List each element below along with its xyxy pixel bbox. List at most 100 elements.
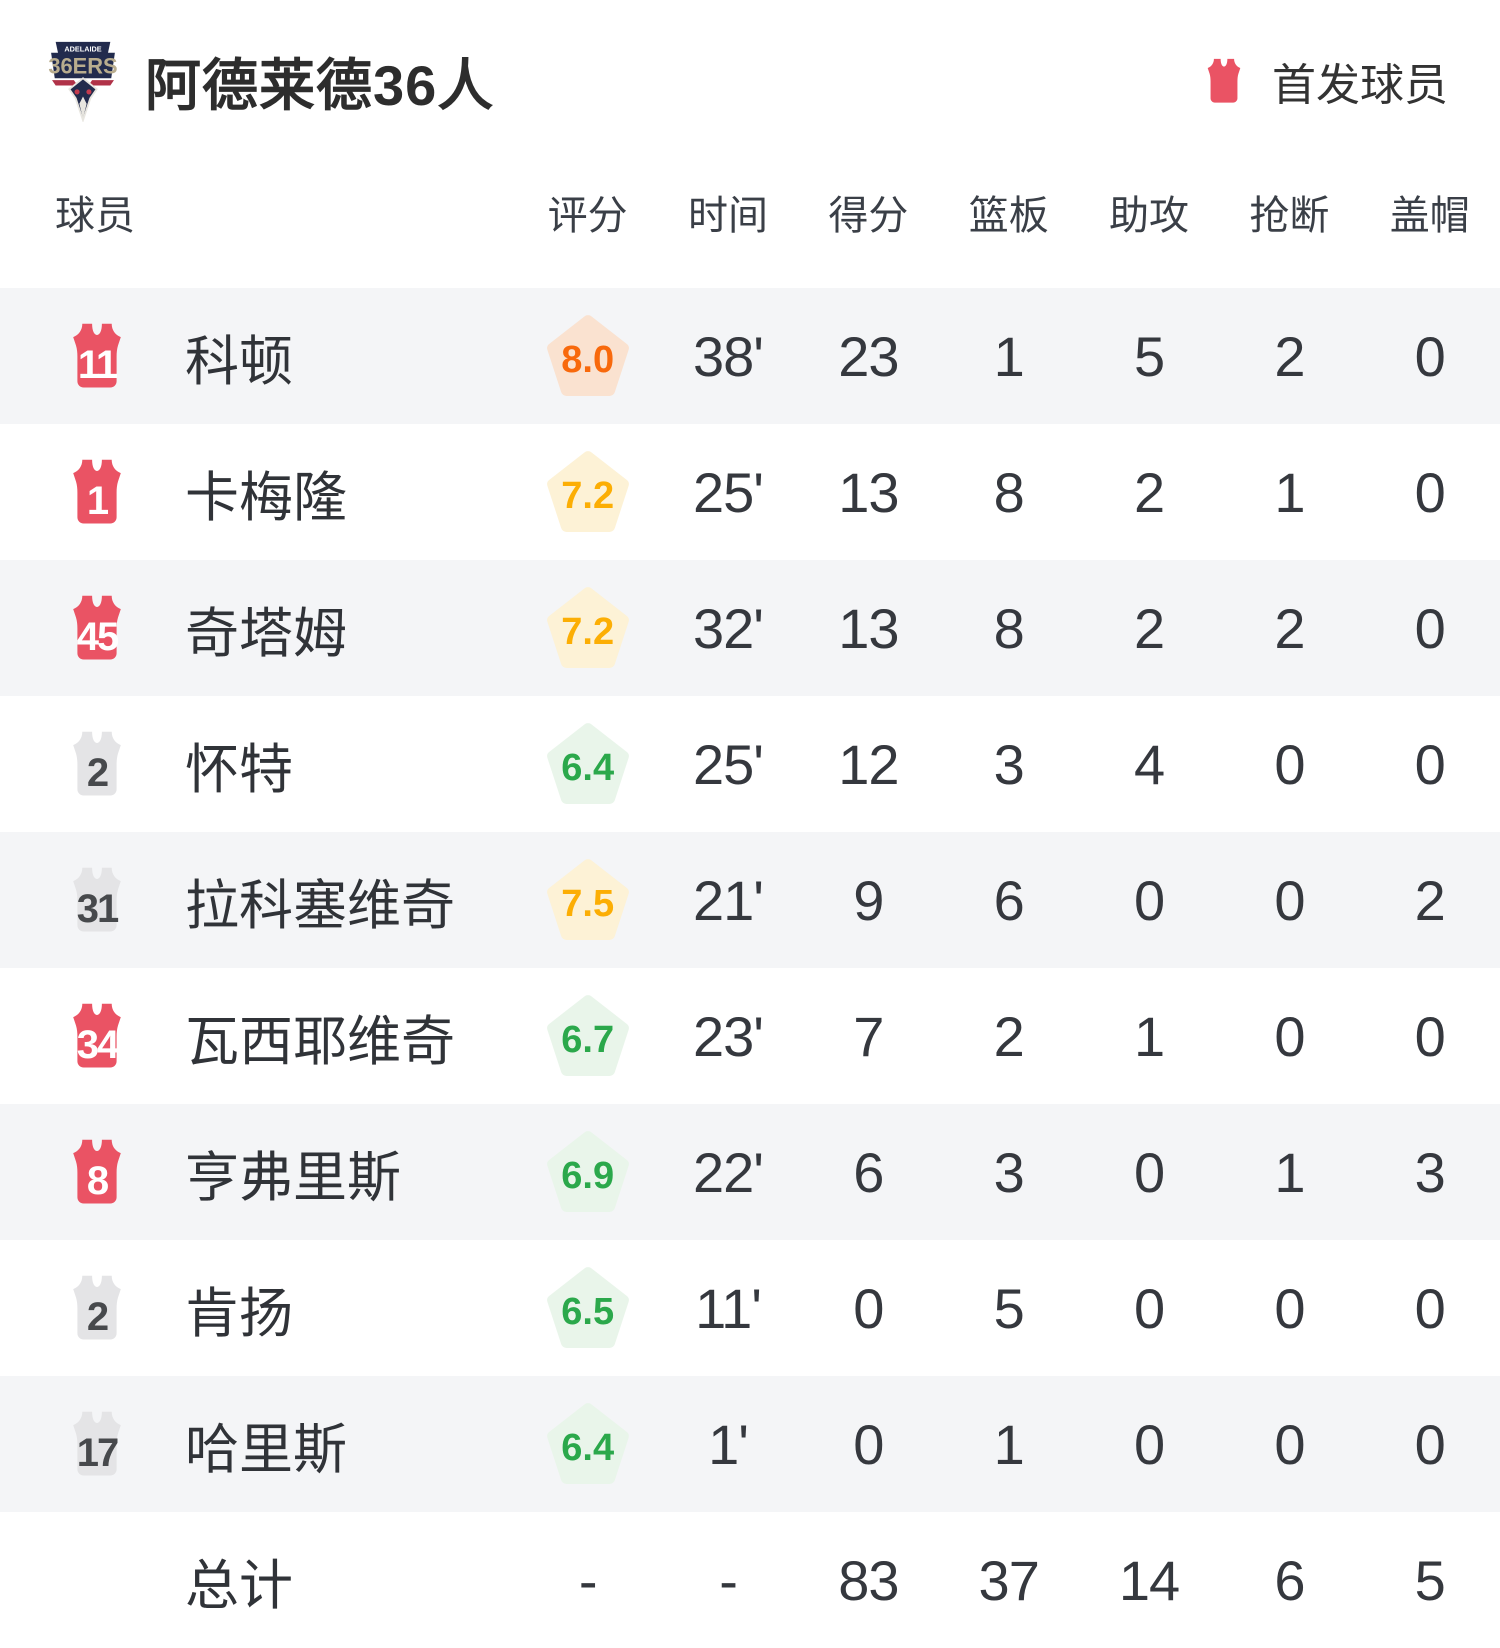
stat-time: 25' bbox=[693, 460, 764, 524]
player-name: 奇塔姆 bbox=[185, 603, 347, 664]
stat-points: 6 bbox=[853, 1140, 884, 1204]
player-row[interactable]: 2 肯扬 6.5 11' 0 5 0 0 0 bbox=[0, 1240, 1500, 1376]
rating-value: 6.5 bbox=[561, 1291, 615, 1333]
jersey-icon: 2 bbox=[62, 1271, 132, 1345]
col-header-rating: 评分 bbox=[547, 194, 628, 238]
jersey-icon: 45 bbox=[62, 591, 132, 665]
jersey-number: 45 bbox=[76, 615, 120, 659]
jersey-icon: 34 bbox=[62, 999, 132, 1073]
stat-assists: 2 bbox=[1133, 596, 1165, 660]
stat-time: 38' bbox=[693, 324, 764, 388]
stat-steals: 0 bbox=[1274, 1276, 1305, 1340]
rating-value: 8.0 bbox=[561, 339, 615, 381]
jersey-number: 2 bbox=[86, 751, 109, 795]
player-row[interactable]: 31 拉科塞维奇 7.5 21' 9 6 0 0 2 bbox=[0, 832, 1500, 968]
player-name: 拉科塞维奇 bbox=[185, 875, 455, 936]
jersey-number: 17 bbox=[76, 1431, 120, 1475]
total-label: 总计 bbox=[185, 1555, 293, 1616]
stat-steals: 2 bbox=[1274, 324, 1305, 388]
player-name: 瓦西耶维奇 bbox=[185, 1011, 455, 1072]
stat-assists: 0 bbox=[1133, 868, 1165, 932]
rating-value: 7.2 bbox=[561, 475, 615, 517]
stat-time: 25' bbox=[693, 732, 764, 796]
stat-points: 0 bbox=[853, 1412, 884, 1476]
jersey-number: 34 bbox=[76, 1023, 120, 1067]
player-row[interactable]: 34 瓦西耶维奇 6.7 23' 7 2 1 0 0 bbox=[0, 968, 1500, 1104]
stat-steals: 0 bbox=[1274, 868, 1305, 932]
stat-points: 23 bbox=[838, 324, 899, 388]
starter-legend: 首发球员 bbox=[1200, 49, 1448, 113]
stat-assists: 0 bbox=[1133, 1276, 1165, 1340]
stat-blocks: 0 bbox=[1414, 1004, 1446, 1068]
rating-value: 7.5 bbox=[561, 883, 615, 925]
rating-badge: 7.2 bbox=[545, 447, 631, 537]
stat-time: 32' bbox=[693, 596, 764, 660]
player-name: 卡梅隆 bbox=[185, 467, 347, 528]
jersey-number: 11 bbox=[77, 343, 118, 387]
stat-blocks: 0 bbox=[1414, 324, 1446, 388]
stat-assists: 2 bbox=[1133, 460, 1165, 524]
stat-steals: 2 bbox=[1274, 596, 1305, 660]
col-header-rebounds: 篮板 bbox=[968, 194, 1049, 238]
total-row: 总计 - - 83 37 14 6 5 bbox=[0, 1512, 1500, 1648]
jersey-icon: 31 bbox=[62, 863, 132, 937]
stat-rebounds: 6 bbox=[993, 868, 1025, 932]
total-points: 83 bbox=[838, 1548, 899, 1612]
player-row[interactable]: 11 科顿 8.0 38' 23 1 5 2 0 bbox=[0, 288, 1500, 424]
stat-points: 7 bbox=[853, 1004, 884, 1068]
rating-badge: 6.4 bbox=[545, 719, 631, 809]
stat-time: 22' bbox=[693, 1140, 764, 1204]
rating-badge: 6.4 bbox=[545, 1399, 631, 1489]
rating-value: 6.7 bbox=[561, 1019, 615, 1061]
rating-value: 6.9 bbox=[561, 1155, 615, 1197]
stat-rebounds: 2 bbox=[993, 1004, 1025, 1068]
table-header-row: 球员 评分 时间 得分 篮板 助攻 抢断 盖帽 bbox=[0, 180, 1500, 244]
player-row[interactable]: 45 奇塔姆 7.2 32' 13 8 2 2 0 bbox=[0, 560, 1500, 696]
team-header: ADELAIDE 36ERS 阿德莱德36人 首发球员 bbox=[0, 0, 1500, 122]
starter-legend-label: 首发球员 bbox=[1272, 61, 1448, 110]
rating-badge: 6.7 bbox=[545, 991, 631, 1081]
stat-steals: 0 bbox=[1274, 732, 1305, 796]
stat-assists: 4 bbox=[1133, 732, 1165, 796]
rating-value: 6.4 bbox=[561, 747, 615, 789]
stat-points: 13 bbox=[838, 460, 899, 524]
stat-blocks: 3 bbox=[1414, 1140, 1446, 1204]
stat-rebounds: 8 bbox=[993, 460, 1025, 524]
player-row[interactable]: 1 卡梅隆 7.2 25' 13 8 2 1 0 bbox=[0, 424, 1500, 560]
stat-rebounds: 3 bbox=[993, 1140, 1025, 1204]
jersey-icon: 11 bbox=[62, 319, 132, 393]
stat-assists: 0 bbox=[1133, 1140, 1165, 1204]
player-name: 亨弗里斯 bbox=[185, 1147, 401, 1208]
stat-rebounds: 8 bbox=[993, 596, 1025, 660]
jersey-icon: 1 bbox=[62, 455, 132, 529]
stat-time: 23' bbox=[693, 1004, 764, 1068]
jersey-number: 31 bbox=[76, 887, 120, 931]
stat-blocks: 0 bbox=[1414, 460, 1446, 524]
svg-text:36ERS: 36ERS bbox=[48, 54, 117, 79]
svg-text:ADELAIDE: ADELAIDE bbox=[64, 44, 101, 53]
team-logo-icon: ADELAIDE 36ERS bbox=[48, 41, 118, 122]
stat-rebounds: 3 bbox=[993, 732, 1025, 796]
stat-points: 0 bbox=[853, 1276, 884, 1340]
player-name: 怀特 bbox=[185, 739, 293, 800]
team-name: 阿德莱德36人 bbox=[145, 53, 495, 117]
stat-steals: 0 bbox=[1274, 1412, 1305, 1476]
starter-jersey-icon bbox=[1207, 58, 1241, 103]
stat-blocks: 0 bbox=[1414, 1412, 1446, 1476]
player-row[interactable]: 8 亨弗里斯 6.9 22' 6 3 0 1 3 bbox=[0, 1104, 1500, 1240]
col-header-blocks: 盖帽 bbox=[1389, 194, 1470, 238]
jersey-number: 1 bbox=[86, 479, 109, 523]
player-row[interactable]: 17 哈里斯 6.4 1' 0 1 0 0 0 bbox=[0, 1376, 1500, 1512]
player-name: 哈里斯 bbox=[185, 1419, 347, 1480]
stat-points: 9 bbox=[853, 868, 884, 932]
stat-assists: 5 bbox=[1133, 324, 1165, 388]
stat-time: 11' bbox=[695, 1276, 762, 1340]
total-rating: - bbox=[578, 1548, 598, 1612]
stat-rebounds: 1 bbox=[993, 1412, 1025, 1476]
stat-rebounds: 1 bbox=[993, 324, 1025, 388]
rating-badge: 6.5 bbox=[545, 1263, 631, 1353]
jersey-number: 2 bbox=[86, 1295, 109, 1339]
player-row[interactable]: 2 怀特 6.4 25' 12 3 4 0 0 bbox=[0, 696, 1500, 832]
stat-blocks: 0 bbox=[1414, 1276, 1446, 1340]
stat-rebounds: 5 bbox=[993, 1276, 1025, 1340]
